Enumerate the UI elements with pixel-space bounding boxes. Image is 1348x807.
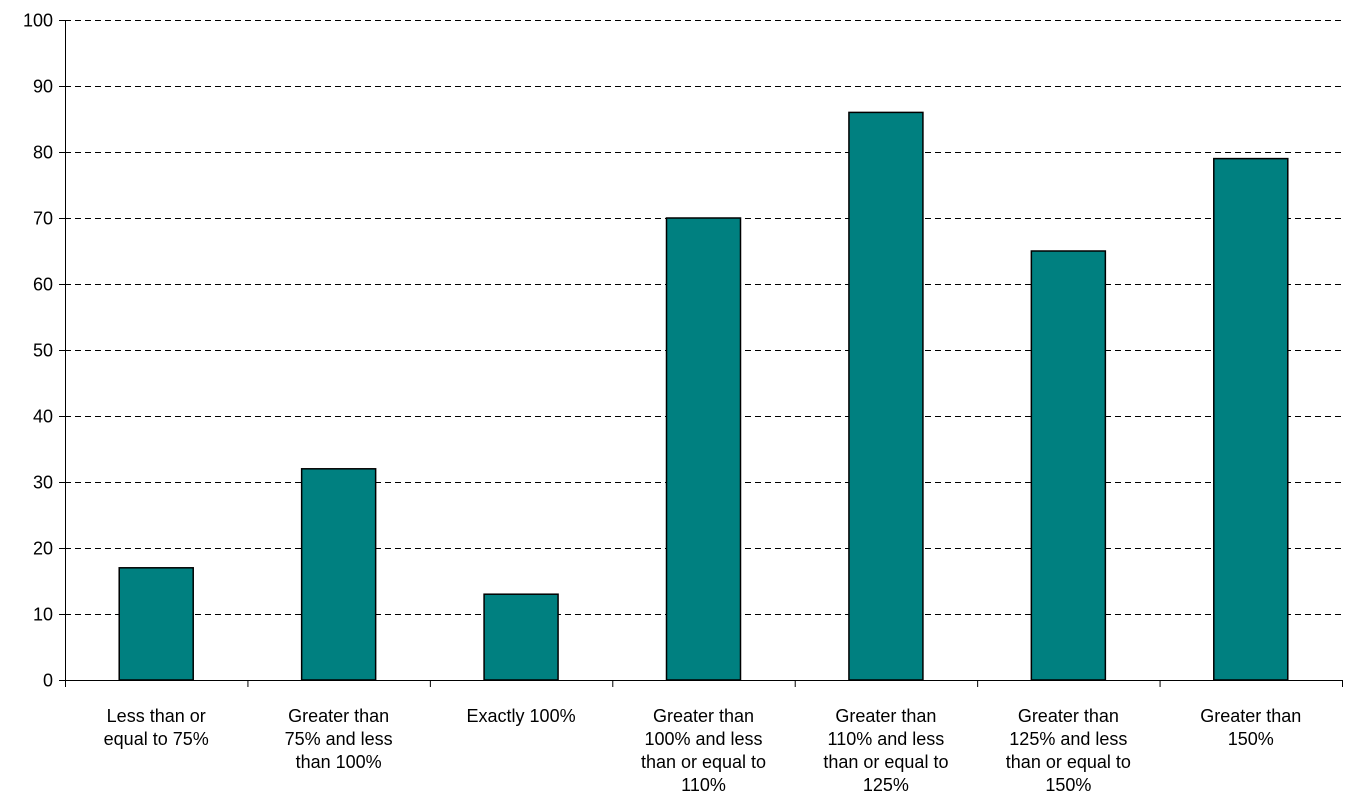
bar: [1213, 157, 1289, 681]
y-tick-label: 70: [33, 209, 53, 229]
x-category-label: Exactly 100%: [467, 706, 576, 726]
x-category-label: Greater than 150%: [1200, 706, 1301, 749]
y-tick-label: 80: [33, 143, 53, 163]
y-tick-label: 30: [33, 473, 53, 493]
bar: [300, 468, 377, 681]
y-tick-label: 10: [33, 605, 53, 625]
x-category-label-line: 125% and less: [1009, 729, 1127, 749]
bars: [118, 111, 1289, 681]
y-tick-label: 40: [33, 407, 53, 427]
x-category-label-line: equal to 75%: [104, 729, 209, 749]
y-tick-label: 50: [33, 341, 53, 361]
x-category-label-line: Less than or: [107, 706, 206, 726]
x-category-label-line: 150%: [1228, 729, 1274, 749]
x-category-label-line: Greater than: [653, 706, 754, 726]
y-tick-label: 100: [23, 11, 53, 31]
gridlines: [65, 20, 1342, 615]
x-category-label-line: 125%: [863, 775, 909, 795]
x-category-label: Greater than 125% and less than or equal t…: [1006, 706, 1131, 795]
x-category-labels: Less than or equal to 75% Greater than 75% …: [104, 706, 1302, 795]
x-category-label-line: 110%: [681, 775, 726, 795]
x-category-label: Greater than 100% and less than or equal t…: [641, 706, 766, 795]
x-category-label: Greater than 75% and less than 100%: [285, 706, 393, 772]
x-category-label-line: than 100%: [296, 752, 382, 772]
x-category-label-line: Greater than: [1200, 706, 1301, 726]
x-category-label-line: Exactly 100%: [467, 706, 576, 726]
x-category-label: Greater than 110% and less than or equal t…: [823, 706, 948, 795]
x-category-label-line: 100% and less: [644, 729, 762, 749]
axes: [59, 20, 1343, 687]
x-category-label: Less than or equal to 75%: [104, 706, 209, 749]
y-tick-labels: 0 10 20 30 40 50 60 70 80 90 100: [23, 11, 53, 691]
x-category-label-line: Greater than: [288, 706, 389, 726]
x-category-label-line: 110% and less: [828, 729, 945, 749]
x-category-label-line: than or equal to: [823, 752, 948, 772]
x-category-label-line: Greater than: [835, 706, 936, 726]
x-category-label-line: than or equal to: [1006, 752, 1131, 772]
y-tick-label: 90: [33, 77, 53, 97]
y-tick-label: 60: [33, 275, 53, 295]
bar: [665, 217, 742, 681]
y-tick-label: 20: [33, 539, 53, 559]
y-tick-label: 0: [43, 671, 53, 691]
bar: [848, 111, 924, 681]
bar: [1030, 250, 1107, 681]
x-category-label-line: than or equal to: [641, 752, 766, 772]
x-category-label-line: Greater than: [1018, 706, 1119, 726]
x-category-label-line: 75% and less: [285, 729, 393, 749]
bar: [483, 593, 559, 681]
x-category-label-line: 150%: [1045, 775, 1091, 795]
bar: [118, 567, 194, 681]
